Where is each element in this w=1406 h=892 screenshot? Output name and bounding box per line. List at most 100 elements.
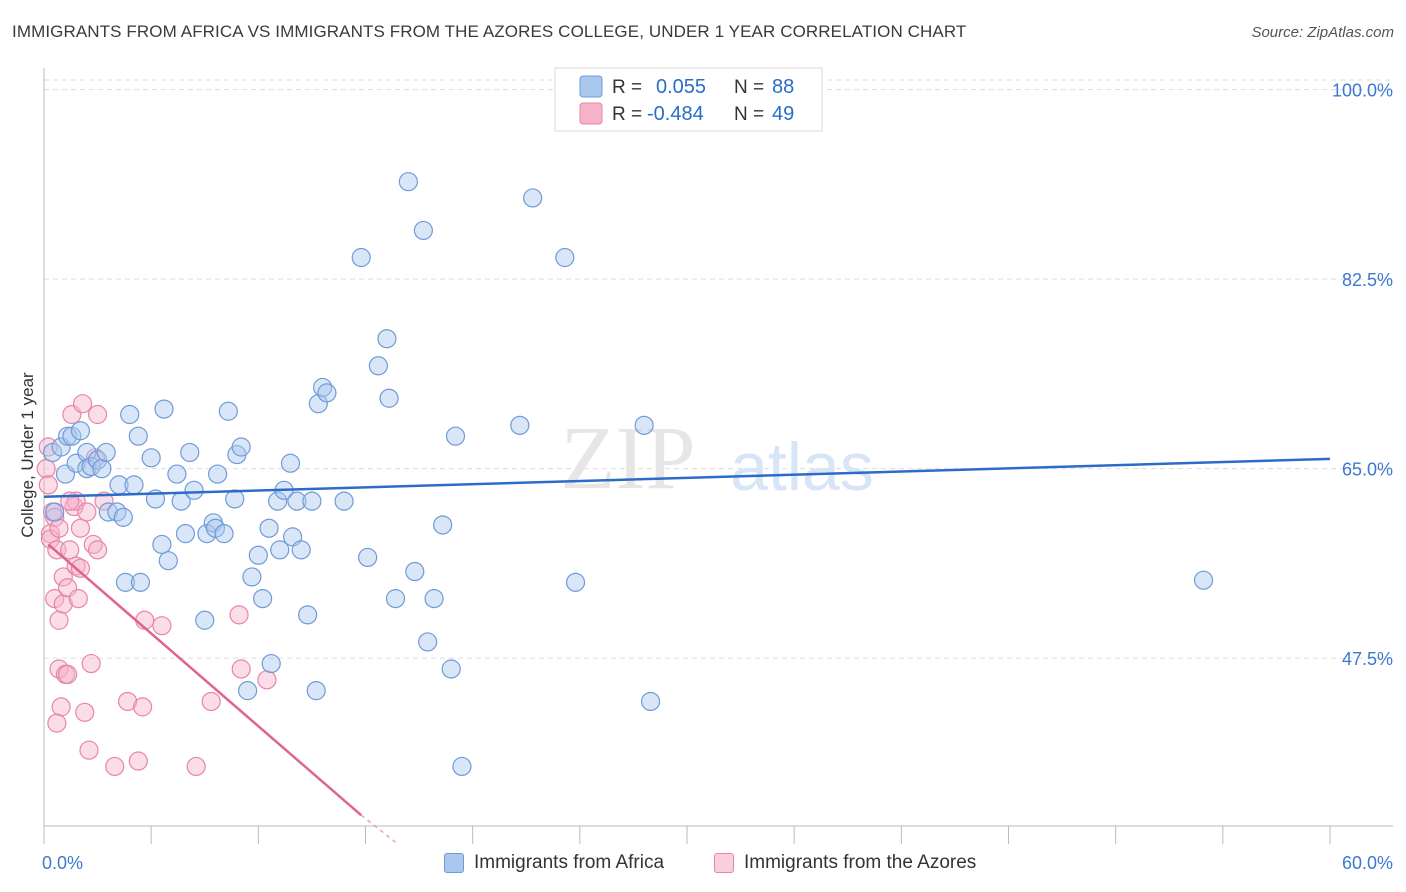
africa-r-label: R =: [612, 77, 642, 98]
africa-n-label: N =: [734, 77, 764, 98]
africa-r-value: 0.055: [656, 76, 706, 98]
africa-point: [406, 563, 424, 581]
africa-point: [262, 655, 280, 673]
africa-point: [153, 535, 171, 553]
africa-point: [335, 492, 353, 510]
azores-point: [106, 757, 124, 775]
africa-point: [281, 454, 299, 472]
africa-point: [215, 525, 233, 543]
africa-point: [159, 552, 177, 570]
azores-point: [232, 660, 250, 678]
africa-point: [114, 508, 132, 526]
scatter-chart: ZIP atlas 47.5%65.0%82.5%100.0%0.0% 60.0%…: [0, 0, 1406, 892]
africa-point: [239, 682, 257, 700]
africa-point: [46, 503, 64, 521]
africa-point: [447, 427, 465, 445]
azores-trendline-extension: [361, 815, 395, 842]
azores-swatch: [714, 853, 734, 873]
azores-point: [39, 476, 57, 494]
azores-point: [89, 541, 107, 559]
africa-point: [181, 443, 199, 461]
africa-point: [318, 384, 336, 402]
africa-point: [209, 465, 227, 483]
africa-point: [155, 400, 173, 418]
africa-point: [232, 438, 250, 456]
africa-point: [453, 757, 471, 775]
azores-trendline: [48, 544, 361, 815]
africa-point: [168, 465, 186, 483]
africa-point: [378, 330, 396, 348]
africa-point: [380, 389, 398, 407]
africa-point: [442, 660, 460, 678]
africa-point: [524, 189, 542, 207]
azores-point: [230, 606, 248, 624]
africa-point: [434, 516, 452, 534]
africa-point: [260, 519, 278, 537]
africa-point: [511, 416, 529, 434]
africa-point: [642, 692, 660, 710]
azores-point: [50, 611, 68, 629]
watermark: ZIP atlas: [561, 409, 874, 508]
watermark-atlas: atlas: [730, 429, 874, 505]
africa-point: [196, 611, 214, 629]
africa-point: [125, 476, 143, 494]
watermark-zip: ZIP: [561, 409, 696, 508]
azores-point: [76, 703, 94, 721]
africa-point: [414, 221, 432, 239]
africa-point: [249, 546, 267, 564]
africa-point: [185, 481, 203, 499]
azores-point: [59, 665, 77, 683]
africa-point: [97, 443, 115, 461]
y-tick-label: 82.5%: [1342, 270, 1393, 290]
africa-point: [219, 402, 237, 420]
y-tick-label: 47.5%: [1342, 649, 1393, 669]
azores-point: [74, 395, 92, 413]
series-legend: Immigrants from Africa Immigrants from t…: [0, 852, 1406, 878]
africa-point: [307, 682, 325, 700]
azores-point: [202, 692, 220, 710]
y-tick-label: 100.0%: [1332, 81, 1393, 101]
azores-point: [129, 752, 147, 770]
africa-legend-swatch: [580, 76, 602, 97]
africa-point: [299, 606, 317, 624]
africa-point: [387, 590, 405, 608]
azores-n-label: N =: [734, 104, 764, 125]
africa-point: [352, 249, 370, 267]
africa-point: [556, 249, 574, 267]
africa-point: [567, 573, 585, 591]
legend-label-azores: Immigrants from the Azores: [744, 852, 976, 874]
azores-point: [258, 671, 276, 689]
azores-point: [82, 655, 100, 673]
azores-point: [134, 698, 152, 716]
africa-n-value: 88: [772, 76, 794, 98]
azores-point: [69, 590, 87, 608]
africa-point: [1195, 571, 1213, 589]
africa-point: [71, 422, 89, 440]
africa-point: [635, 416, 653, 434]
azores-point: [37, 460, 55, 478]
stats-legend: R = 0.055 N = 88 R = -0.484 N = 49: [555, 68, 822, 131]
azores-r-label: R =: [612, 104, 642, 125]
africa-swatch: [444, 853, 464, 873]
y-tick-label: 65.0%: [1342, 460, 1393, 480]
azores-point: [80, 741, 98, 759]
azores-point: [50, 519, 68, 537]
africa-point: [176, 525, 194, 543]
legend-label-africa: Immigrants from Africa: [474, 852, 664, 874]
africa-point: [121, 406, 139, 424]
africa-point: [425, 590, 443, 608]
africa-point: [399, 173, 417, 191]
africa-point: [359, 548, 377, 566]
azores-point: [187, 757, 205, 775]
legend-item-azores[interactable]: Immigrants from the Azores: [714, 852, 976, 874]
azores-r-value: -0.484: [647, 103, 704, 125]
azores-point: [48, 714, 66, 732]
azores-point: [78, 503, 96, 521]
africa-point: [254, 590, 272, 608]
legend-item-africa[interactable]: Immigrants from Africa: [444, 852, 664, 874]
azores-legend-swatch: [580, 103, 602, 124]
africa-point: [243, 568, 261, 586]
azores-point: [71, 519, 89, 537]
africa-point: [369, 357, 387, 375]
africa-point: [93, 460, 111, 478]
